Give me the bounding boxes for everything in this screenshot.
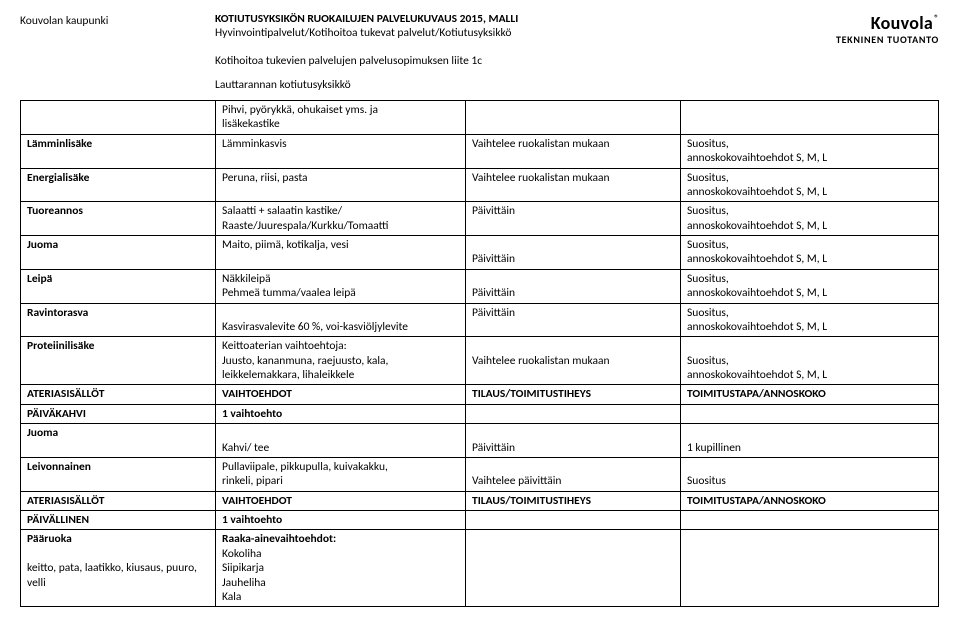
table-row: Pääruoka keitto, pata, laatikko, kiusaus… (21, 530, 939, 607)
cell-text: Suositus, (687, 204, 729, 218)
cell-text: Vaihtelee ruokalistan mukaan (472, 354, 610, 368)
row-label: Pääruoka (27, 532, 72, 546)
table-row: Leipä NäkkileipäPehmeä tumma/vaalea leip… (21, 269, 939, 303)
cell-text: Pullaviipale, pikkupulla, kuivakakku, (222, 460, 388, 474)
logo-word: Kouvola (871, 12, 933, 34)
cell-text: annoskokovaihtoehdot S, M, L (687, 320, 827, 334)
table-row: Lämminlisäke Lämminkasvis Vaihtelee ruok… (21, 134, 939, 168)
doc-title-block: KOTIUTUSYKSIKÖN RUOKAILUJEN PALVELUKUVAU… (215, 12, 779, 40)
cell-text: 1 kupillinen (687, 441, 741, 455)
table-row: Proteiinilisäke Keittoaterian vaihtoehto… (21, 337, 939, 385)
table-row: Ravintorasva Kasvirasvalevite 60 %, voi-… (21, 303, 939, 337)
cell-text: Päivittäin (466, 303, 681, 337)
row-label: Tuoreannos (21, 202, 216, 236)
cell-text: 1 vaihtoehto (216, 511, 466, 530)
org-name: Kouvolan kaupunki (20, 12, 215, 28)
cell-text: Vaihtelee ruokalistan mukaan (466, 168, 681, 202)
cell-text: Peruna, riisi, pasta (216, 168, 466, 202)
cell-text: Siipikarja (222, 561, 264, 575)
row-label: PÄIVÄKAHVI (21, 404, 216, 423)
table-row: Pihvi, pyörykkä, ohukaiset yms. jalisäke… (21, 101, 939, 135)
cell-text: Suositus, (687, 171, 729, 185)
table-row: PÄIVÄLLINEN 1 vaihtoehto (21, 511, 939, 530)
col-header: VAIHTOEHDOT (216, 491, 466, 510)
cell-text: Vaihtelee päivittäin (472, 474, 561, 488)
row-label: Juoma (21, 424, 216, 458)
content-table: Pihvi, pyörykkä, ohukaiset yms. jalisäke… (20, 100, 939, 607)
cell-text: Kasvirasvalevite 60 %, voi-kasviöljylevi… (222, 320, 408, 334)
col-header: TOIMITUSTAPA/ANNOSKOKO (681, 491, 939, 510)
cell-text: Suositus, (687, 272, 729, 286)
cell-text: Kala (222, 590, 241, 604)
cell-text: Suositus (687, 474, 726, 488)
cell-text: Pehmeä tumma/vaalea leipä (222, 286, 356, 300)
cell-text: velli (27, 576, 46, 590)
cell-text: lisäkekastike (222, 117, 280, 131)
doc-subtitle: Hyvinvointipalvelut/Kotihoitoa tukevat p… (215, 26, 779, 40)
cell-text: annoskokovaihtoehdot S, M, L (687, 151, 827, 165)
row-label: Lämminlisäke (21, 134, 216, 168)
logo-text: Kouvola ® (871, 12, 939, 34)
table-header-row: ATERIASISÄLLÖT VAIHTOEHDOT TILAUS/TOIMIT… (21, 491, 939, 510)
col-header: VAIHTOEHDOT (216, 385, 466, 404)
cell-text: annoskokovaihtoehdot S, M, L (687, 286, 827, 300)
cell-text: Suositus, (687, 306, 729, 320)
cell-text: annoskokovaihtoehdot S, M, L (687, 368, 827, 382)
header: Kouvolan kaupunki KOTIUTUSYKSIKÖN RUOKAI… (20, 12, 939, 46)
cell-text: Päivittäin (472, 441, 515, 455)
cell-text: leikkelemakkara, lihaleikkele (222, 368, 354, 382)
cell-text: annoskokovaihtoehdot S, M, L (687, 219, 827, 233)
cell-text: Näkkileipä (222, 272, 271, 286)
cell-text: Salaatti + salaatin kastike/ (222, 204, 342, 218)
col-header: TILAUS/TOIMITUSTIHEYS (466, 385, 681, 404)
doc-title: KOTIUTUSYKSIKÖN RUOKAILUJEN PALVELUKUVAU… (215, 12, 779, 26)
row-label: PÄIVÄLLINEN (21, 511, 216, 530)
cell-text: rinkeli, pipari (222, 474, 283, 488)
col-header: TILAUS/TOIMITUSTIHEYS (466, 491, 681, 510)
cell-text: Pihvi, pyörykkä, ohukaiset yms. ja (222, 103, 378, 117)
appendix-line: Kotihoitoa tukevien palvelujen palveluso… (215, 54, 939, 68)
row-label: Energialisäke (21, 168, 216, 202)
row-label: Juoma (21, 236, 216, 270)
cell-text: Maito, piimä, kotikalja, vesi (216, 236, 466, 270)
table-row: Juoma Maito, piimä, kotikalja, vesi Päiv… (21, 236, 939, 270)
cell-text: Suositus, (687, 137, 729, 151)
col-header: ATERIASISÄLLÖT (21, 491, 216, 510)
col-header: ATERIASISÄLLÖT (21, 385, 216, 404)
cell-text: Suositus, (687, 238, 729, 252)
cell-text: Keittoaterian vaihtoehtoja: (222, 339, 347, 353)
table-row: Tuoreannos Salaatti + salaatin kastike/R… (21, 202, 939, 236)
cell-text: Suositus, (687, 354, 729, 368)
table-row: Juoma Kahvi/ tee Päivittäin 1 kupillinen (21, 424, 939, 458)
registered-icon: ® (934, 13, 939, 24)
cell-text: Päivittäin (472, 286, 515, 300)
cell-text: 1 vaihtoehto (216, 404, 466, 423)
cell-text: Kokoliha (222, 547, 262, 561)
col-header: TOIMITUSTAPA/ANNOSKOKO (681, 385, 939, 404)
table-header-row: ATERIASISÄLLÖT VAIHTOEHDOT TILAUS/TOIMIT… (21, 385, 939, 404)
logo-block: Kouvola ® TEKNINEN TUOTANTO (779, 12, 939, 46)
cell-text: Lämminkasvis (216, 134, 466, 168)
cell-text: keitto, pata, laatikko, kiusaus, puuro, (27, 561, 197, 575)
cell-text: Raaka-ainevaihtoehdot: (222, 532, 336, 546)
cell-text: Päivittäin (466, 202, 681, 236)
cell-text: Kahvi/ tee (222, 441, 269, 455)
table-row: PÄIVÄKAHVI 1 vaihtoehto (21, 404, 939, 423)
cell-text: annoskokovaihtoehdot S, M, L (687, 185, 827, 199)
cell-text: Päivittäin (472, 252, 515, 266)
cell-text: Juusto, kananmuna, raejuusto, kala, (222, 354, 388, 368)
table-row: Leivonnainen Pullaviipale, pikkupulla, k… (21, 457, 939, 491)
row-label: Proteiinilisäke (21, 337, 216, 385)
cell-text: Vaihtelee ruokalistan mukaan (466, 134, 681, 168)
cell-text: annoskokovaihtoehdot S, M, L (687, 252, 827, 266)
row-label: Ravintorasva (21, 303, 216, 337)
logo-subtitle: TEKNINEN TUOTANTO (779, 33, 939, 46)
table-row: Energialisäke Peruna, riisi, pasta Vaiht… (21, 168, 939, 202)
unit-line: Lauttarannan kotiutusyksikkö (215, 78, 939, 92)
row-label: Leivonnainen (21, 457, 216, 491)
cell-text: Jauheliha (222, 576, 266, 590)
row-label: Leipä (21, 269, 216, 303)
cell-text: Raaste/Juurespala/Kurkku/Tomaatti (222, 219, 389, 233)
